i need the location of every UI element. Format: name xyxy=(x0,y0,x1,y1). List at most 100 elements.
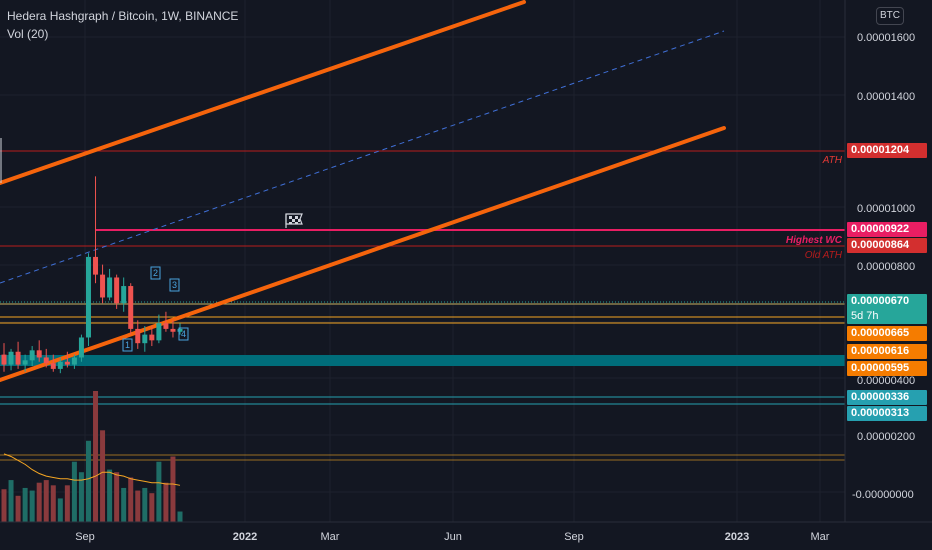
volume-bar xyxy=(128,477,134,522)
volume-bar xyxy=(29,490,35,522)
candle xyxy=(100,264,106,304)
volume-bar xyxy=(177,511,183,522)
candle-body xyxy=(50,363,56,369)
candle-body xyxy=(163,323,169,329)
candlestick-series[interactable] xyxy=(1,176,183,374)
volume-ma-line xyxy=(3,453,181,486)
symbol-title[interactable]: Hedera Hashgraph / Bitcoin, 1W, BINANCE xyxy=(7,9,239,23)
candle xyxy=(170,320,176,338)
time-tick: Mar xyxy=(811,531,830,543)
candle xyxy=(8,348,14,371)
time-tick: Jun xyxy=(444,531,462,543)
candle-body xyxy=(8,351,14,365)
volume-bar xyxy=(135,490,141,522)
candle xyxy=(128,283,134,335)
candle xyxy=(57,357,63,374)
volume-bars xyxy=(1,391,183,522)
channel-lower-line xyxy=(0,126,726,382)
volume-bar xyxy=(43,480,49,522)
price-tick: 0.00000800 xyxy=(857,261,915,273)
highest-wc-annotation: Highest WC xyxy=(786,235,843,246)
volume-bar xyxy=(8,480,14,522)
candle xyxy=(29,346,35,367)
time-tick: Sep xyxy=(564,531,584,543)
volume-bar xyxy=(36,482,42,522)
volume-bar xyxy=(85,440,91,522)
volume-bar xyxy=(1,489,7,522)
currency-button[interactable]: BTC xyxy=(876,7,904,25)
candle-body xyxy=(22,360,28,365)
price-label-313: 0.00000313 xyxy=(847,406,927,421)
candle-body xyxy=(64,361,70,365)
flag-icon[interactable] xyxy=(285,213,303,228)
price-tick: 0.00000200 xyxy=(857,431,915,443)
wave-label-3: 3 xyxy=(172,280,177,290)
candle xyxy=(78,334,84,362)
channel-upper-line xyxy=(0,0,526,185)
volume-bar xyxy=(163,482,169,522)
price-tick: 0.00001400 xyxy=(857,91,915,103)
candle-body xyxy=(177,328,183,332)
candle-body xyxy=(71,357,77,365)
candle xyxy=(43,348,49,368)
volume-bar xyxy=(107,469,113,522)
volume-bar xyxy=(121,487,127,522)
candle xyxy=(114,274,120,309)
trend-channel[interactable] xyxy=(0,0,726,382)
price-label-595: 0.00000595 xyxy=(847,361,927,376)
volume-indicator-label[interactable]: Vol (20) xyxy=(7,27,49,41)
candle xyxy=(71,354,77,369)
volume-bar xyxy=(71,461,77,522)
time-axis[interactable]: Sep 2022 Mar Jun Sep 2023 Mar xyxy=(75,531,830,543)
candle xyxy=(64,351,70,368)
candle-body xyxy=(15,351,21,365)
candle-body xyxy=(93,256,99,275)
candle xyxy=(107,268,113,301)
support-band xyxy=(0,355,845,366)
volume-bar xyxy=(93,391,99,522)
price-label-current: 0.00000670 5d 7h xyxy=(847,294,927,324)
candle-body xyxy=(43,357,49,364)
current-price-value: 0.00000670 xyxy=(851,295,910,307)
candle-body xyxy=(121,286,127,304)
candle xyxy=(93,176,99,284)
time-tick: 2023 xyxy=(725,531,749,543)
candle-body xyxy=(170,328,176,332)
wave-label-4: 4 xyxy=(181,329,186,339)
candle-body xyxy=(135,328,141,344)
candle-body xyxy=(156,323,162,341)
candle-body xyxy=(85,256,91,338)
volume-bar xyxy=(170,456,176,522)
wave-labels: 1 2 3 4 xyxy=(122,266,189,352)
candle xyxy=(149,326,155,347)
candle xyxy=(22,354,28,372)
candle xyxy=(36,340,42,362)
candle-body xyxy=(1,354,7,365)
candle xyxy=(121,277,127,312)
candle-body xyxy=(142,334,148,344)
candle-body xyxy=(149,334,155,341)
wave-label-1: 1 xyxy=(125,340,130,350)
candle xyxy=(156,314,162,344)
volume-bar xyxy=(22,487,28,522)
candle xyxy=(85,253,91,347)
volume-bar xyxy=(100,430,106,522)
time-tick: Sep xyxy=(75,531,95,543)
old-ath-annotation: Old ATH xyxy=(805,250,843,261)
volume-bar xyxy=(50,485,56,522)
price-axis[interactable]: 0.00001600 0.00001400 0.00001000 0.00000… xyxy=(852,32,915,501)
price-tick: 0.00000400 xyxy=(857,375,915,387)
channel-mid-dashed-line xyxy=(0,30,725,284)
price-tick: 0.00001000 xyxy=(857,203,915,215)
candle xyxy=(135,320,141,349)
time-tick: 2022 xyxy=(233,531,257,543)
wave-label-2: 2 xyxy=(153,268,158,278)
candle-body xyxy=(128,286,134,329)
candle xyxy=(177,323,183,335)
candle-body xyxy=(78,337,84,358)
candle xyxy=(142,326,148,352)
volume-bar xyxy=(149,493,155,522)
candle-body xyxy=(29,350,35,361)
